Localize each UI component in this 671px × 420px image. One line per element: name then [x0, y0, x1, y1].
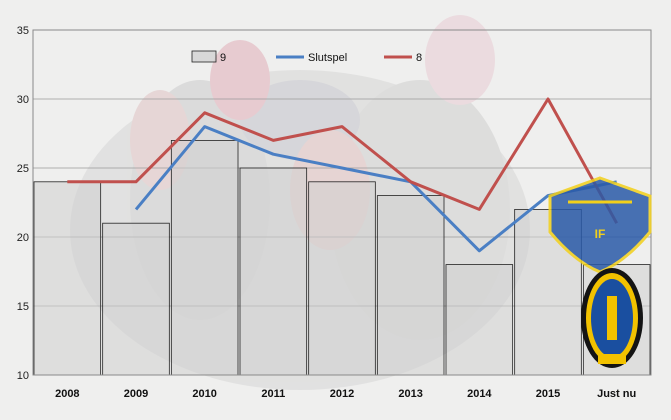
svg-text:IF: IF [595, 227, 606, 241]
y-tick-label: 30 [17, 94, 29, 106]
bar [376, 195, 445, 376]
bar [239, 167, 308, 376]
y-tick-label: 15 [17, 301, 29, 313]
brobergs-if-logo [581, 268, 643, 368]
x-tick-label: Just nu [597, 388, 636, 400]
y-tick-label: 35 [17, 25, 29, 37]
x-tick-label: 2010 [192, 388, 216, 400]
x-tick-label: 2008 [55, 388, 79, 400]
legend-label: 8 [416, 52, 422, 64]
x-tick-label: 2015 [536, 388, 560, 400]
legend-label: 9 [220, 52, 226, 64]
y-tick-label: 10 [17, 370, 29, 382]
x-tick-label: 2009 [124, 388, 148, 400]
bar-series [33, 139, 651, 376]
line-slutspel [134, 125, 617, 253]
x-tick-label: 2011 [261, 388, 285, 400]
x-tick-label: 2012 [330, 388, 354, 400]
y-tick-label: 25 [17, 163, 29, 175]
bar [445, 264, 514, 376]
legend: 9 Slutspel 8 [191, 50, 422, 64]
bar [308, 181, 376, 376]
y-tick-label: 20 [17, 232, 29, 244]
x-tick-label: 2013 [398, 388, 422, 400]
line-8 [67, 97, 619, 224]
bar [33, 181, 102, 376]
bar [170, 139, 239, 376]
x-tick-label: 2014 [467, 388, 492, 400]
legend-label: Slutspel [308, 52, 347, 64]
tick-labels: 10 15 20 25 30 35 2008 2009 2010 2011 2012 2013 2014… [17, 25, 636, 400]
line-series [67, 97, 619, 253]
legend-swatch-bar [191, 50, 217, 63]
bar [102, 222, 170, 376]
